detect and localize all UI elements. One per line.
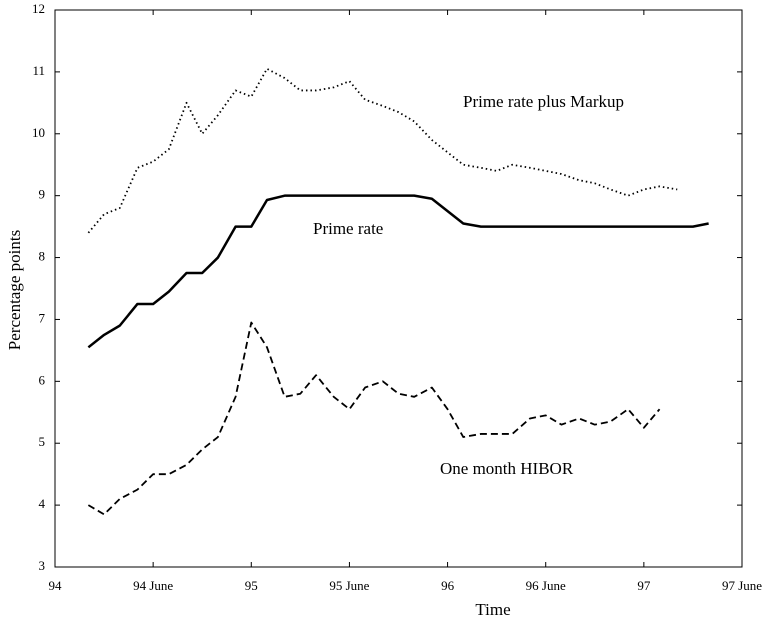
y-tick-label: 8 <box>39 249 46 264</box>
y-tick-label: 9 <box>39 187 46 202</box>
series-label: Prime rate <box>313 219 383 238</box>
y-tick-label: 3 <box>39 558 46 573</box>
x-tick-label: 97 June <box>722 578 762 593</box>
x-tick-label: 94 <box>49 578 63 593</box>
x-tick-label: 96 <box>441 578 455 593</box>
x-tick-label: 97 <box>637 578 651 593</box>
x-axis-label: Time <box>475 600 510 619</box>
line-series <box>87 321 661 516</box>
y-tick-label: 12 <box>32 1 45 16</box>
y-tick-label: 4 <box>39 496 46 511</box>
x-tick-label: 96 June <box>526 578 566 593</box>
y-tick-label: 5 <box>39 434 46 449</box>
x-tick-label: 95 June <box>329 578 369 593</box>
y-tick-label: 6 <box>39 372 46 387</box>
y-tick-label: 10 <box>32 125 45 140</box>
x-tick-label: 94 June <box>133 578 173 593</box>
line-series <box>87 67 678 234</box>
line-series <box>87 194 709 349</box>
y-axis-label: Percentage points <box>5 230 24 350</box>
x-tick-label: 95 <box>245 578 258 593</box>
series-label: One month HIBOR <box>440 459 574 478</box>
series-label: Prime rate plus Markup <box>463 92 624 111</box>
plot-frame <box>54 9 743 568</box>
y-tick-label: 11 <box>32 63 45 78</box>
y-tick-label: 7 <box>39 310 46 325</box>
